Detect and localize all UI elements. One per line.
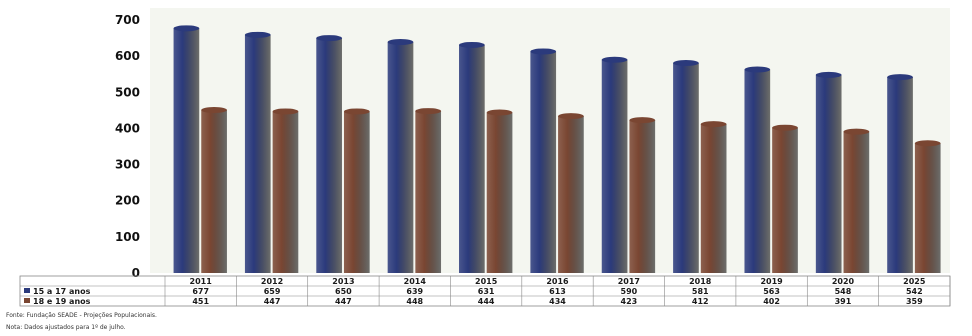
x-tick-label: 2013: [332, 277, 354, 286]
bar-series-1: [459, 44, 485, 274]
bar-cap: [629, 117, 656, 124]
y-tick-label: 0: [132, 266, 140, 280]
bar-series-1: [244, 34, 271, 273]
data-table: 2011 2012 2013 2014 2015 2016 2017 2018 2019 2020…: [19, 275, 951, 307]
data-label: 590: [621, 287, 638, 296]
legend-label: 15 a 17 anos: [33, 287, 91, 296]
x-tick-label: 2025: [903, 277, 926, 286]
bar-series-1: [744, 69, 771, 273]
bar-series-2: [914, 143, 941, 273]
bar-cap: [173, 25, 200, 32]
bar-cap: [914, 140, 941, 147]
bar-cap: [772, 124, 798, 131]
bar-cap: [815, 71, 842, 78]
bar-series-2: [272, 111, 299, 273]
x-tick-label: 2016: [546, 277, 569, 286]
x-tick-label: 2018: [689, 277, 712, 286]
bar-series-1: [387, 42, 414, 273]
bar-series-1: [887, 77, 913, 273]
data-label: 451: [192, 297, 209, 306]
legend-label: 18 e 19 anos: [33, 297, 91, 306]
bar-series-1: [173, 28, 200, 274]
bar-series-2: [201, 109, 227, 273]
data-label: 448: [406, 297, 423, 306]
data-label: 548: [835, 287, 852, 296]
bar-cap: [744, 66, 771, 73]
bar-cap: [486, 109, 513, 116]
data-label: 391: [835, 297, 852, 306]
data-label: 434: [549, 297, 566, 306]
bar-series-1: [673, 63, 699, 274]
bar-cap: [887, 74, 913, 81]
bar-series-2: [415, 111, 442, 273]
legend-swatch: [24, 298, 30, 303]
data-label: 402: [763, 297, 780, 306]
bar-cap: [316, 35, 342, 42]
y-tick-label: 700: [115, 13, 140, 27]
bar-series-2: [486, 112, 513, 273]
y-tick-label: 600: [115, 49, 140, 63]
bar-cap: [272, 108, 299, 115]
data-label: 563: [763, 287, 780, 296]
data-label: 650: [335, 287, 352, 296]
bar-series-2: [700, 124, 727, 273]
x-tick-label: 2012: [261, 277, 283, 286]
bar-cap: [459, 41, 485, 48]
y-tick-label: 400: [115, 121, 140, 135]
x-tick-label: 2014: [404, 277, 427, 286]
bar-cap: [387, 39, 414, 46]
bar-series-1: [316, 38, 342, 274]
source-note: Fonte: Fundação SEADE - Projeções Popula…: [6, 312, 157, 319]
data-label: 677: [192, 287, 209, 296]
y-tick-label: 200: [115, 194, 140, 208]
x-tick-label: 2019: [760, 277, 783, 286]
footnote: Nota: Dados ajustados para 1º de julho.: [6, 324, 126, 331]
bar-series-2: [772, 127, 798, 273]
y-tick-label: 500: [115, 85, 140, 99]
legend-swatch: [24, 288, 30, 293]
data-label: 613: [549, 287, 566, 296]
data-label: 659: [264, 287, 281, 296]
bar-series-2: [343, 111, 370, 273]
x-tick-label: 2015: [475, 277, 498, 286]
data-label: 447: [264, 297, 281, 306]
data-label: 542: [906, 287, 923, 296]
bar-series-1: [601, 59, 628, 273]
bar-cap: [201, 106, 227, 113]
bar-cap: [530, 48, 557, 55]
bar-cap: [673, 60, 699, 67]
data-label: 447: [335, 297, 352, 306]
data-label: 444: [478, 297, 495, 306]
bar-cap: [558, 113, 584, 120]
bar-cap: [415, 108, 442, 115]
bars: [173, 25, 941, 274]
data-label: 423: [621, 297, 638, 306]
x-tick-label: 2011: [190, 277, 213, 286]
data-label: 639: [406, 287, 423, 296]
bar-series-2: [558, 116, 584, 273]
bar-cap: [343, 108, 370, 115]
y-tick-label: 100: [115, 230, 140, 244]
bar-series-1: [530, 51, 557, 273]
data-label: 359: [906, 297, 923, 306]
data-label: 631: [478, 287, 495, 296]
y-axis: 0 100 200 300 400 500 600 700: [115, 13, 140, 280]
bar-series-1: [815, 74, 842, 274]
bar-cap: [601, 56, 628, 63]
bar-cap: [700, 121, 727, 128]
y-tick-label: 300: [115, 158, 140, 172]
bar-cap: [244, 31, 271, 38]
data-label: 412: [692, 297, 709, 306]
x-tick-label: 2020: [832, 277, 855, 286]
data-label: 581: [692, 287, 709, 296]
x-tick-label: 2017: [618, 277, 640, 286]
bar-cap: [843, 128, 870, 135]
bar-series-2: [629, 120, 656, 273]
bar-series-2: [843, 131, 870, 273]
